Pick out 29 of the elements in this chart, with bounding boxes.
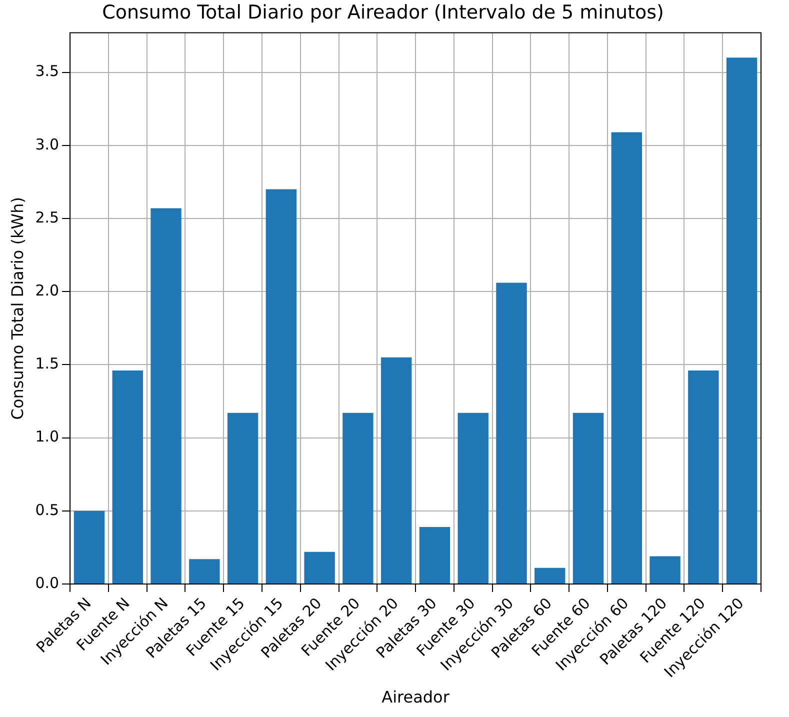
bar: [496, 282, 527, 584]
bar: [150, 208, 182, 584]
y-tick-label: 1.5: [35, 354, 60, 373]
bar: [688, 370, 719, 584]
bar: [380, 357, 412, 584]
bar: [227, 412, 258, 584]
bar: [74, 510, 105, 584]
bar: [189, 559, 220, 584]
bar: [112, 370, 143, 584]
bar: [726, 58, 758, 584]
bar: [419, 526, 450, 584]
bar: [458, 412, 488, 584]
y-tick-label: 1.0: [35, 428, 60, 446]
bar: [650, 556, 680, 584]
bar: [534, 568, 566, 584]
chart-title: Consumo Total Diario por Aireador (Intervalo de 5 minutos): [102, 1, 664, 24]
y-tick-label: 3.5: [35, 62, 60, 80]
bar: [342, 412, 374, 584]
bar: [266, 189, 297, 584]
bar: [304, 552, 335, 584]
y-tick-label: 0.5: [35, 500, 60, 519]
bar: [572, 412, 604, 584]
y-tick-label: 2.0: [35, 281, 60, 300]
x-axis-title: Aireador: [382, 688, 450, 707]
y-tick-label: 3.0: [35, 135, 60, 154]
y-axis-title: Consumo Total Diario (kWh): [8, 197, 27, 420]
y-tick-label: 0.0: [35, 574, 60, 592]
bar: [611, 132, 642, 584]
y-tick-label: 2.5: [35, 208, 60, 226]
